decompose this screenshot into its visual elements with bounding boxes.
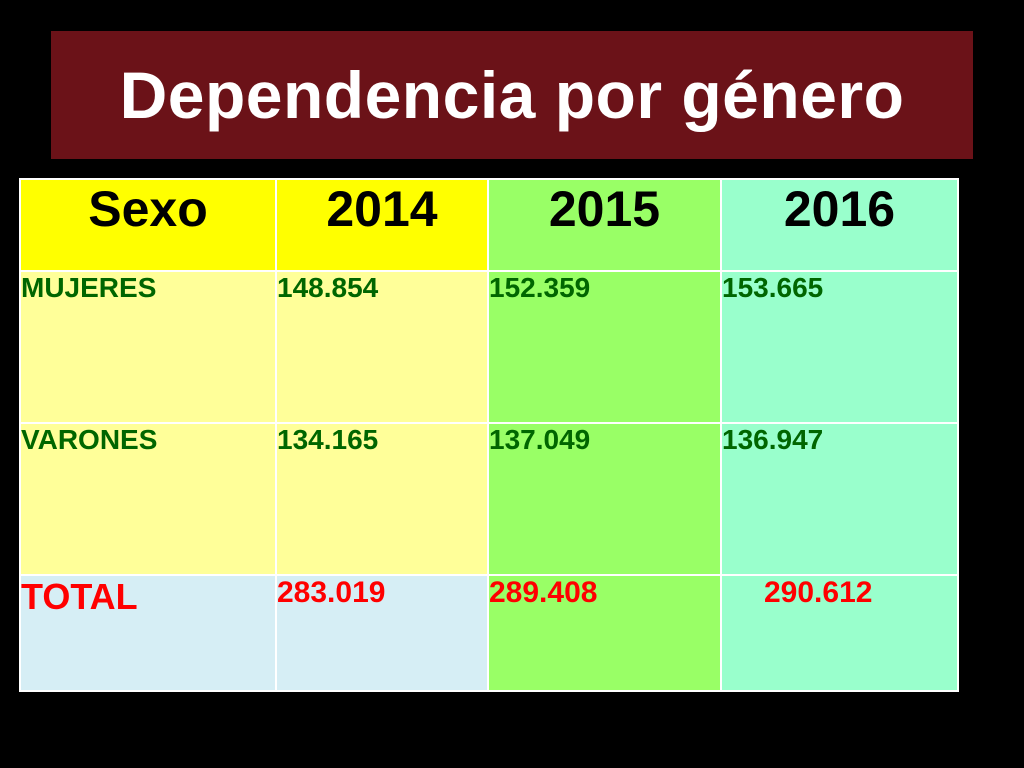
header-2016: 2016	[720, 178, 959, 272]
cell-varones-2016: 136.947	[720, 422, 959, 576]
table-row-varones: VARONES 134.165 137.049 136.947	[19, 422, 959, 576]
title-banner: Dependencia por género	[51, 31, 973, 159]
cell-varones-2015: 137.049	[487, 422, 722, 576]
page-title: Dependencia por género	[119, 58, 905, 132]
header-sexo: Sexo	[19, 178, 277, 272]
cell-varones-2014: 134.165	[275, 422, 489, 576]
row-label-mujeres: MUJERES	[19, 270, 277, 424]
dependency-table: Sexo 2014 2015 2016 MUJERES 148.854 152.…	[19, 178, 959, 692]
header-2015: 2015	[487, 178, 722, 272]
cell-total-2015: 289.408	[487, 574, 722, 692]
table-header-row: Sexo 2014 2015 2016	[19, 178, 959, 272]
cell-mujeres-2014: 148.854	[275, 270, 489, 424]
cell-total-2014: 283.019	[275, 574, 489, 692]
header-2014: 2014	[275, 178, 489, 272]
cell-total-2016: 290.612	[720, 574, 959, 692]
table-row-total: TOTAL 283.019 289.408 290.612	[19, 574, 959, 692]
cell-mujeres-2016: 153.665	[720, 270, 959, 424]
table-row-mujeres: MUJERES 148.854 152.359 153.665	[19, 270, 959, 424]
row-label-total: TOTAL	[19, 574, 277, 692]
row-label-varones: VARONES	[19, 422, 277, 576]
cell-mujeres-2015: 152.359	[487, 270, 722, 424]
